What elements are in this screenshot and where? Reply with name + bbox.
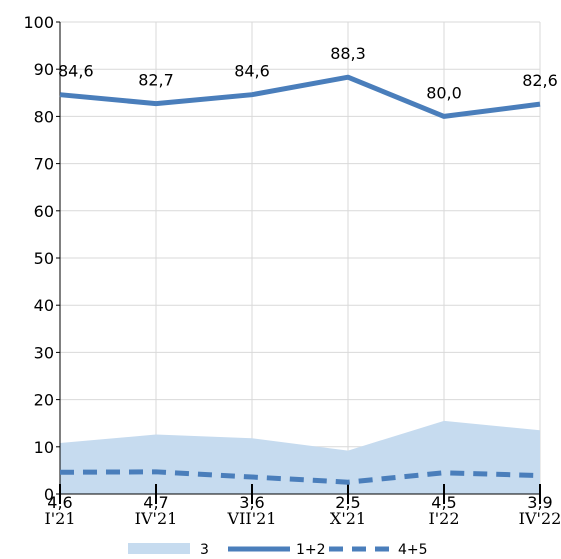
data-label: 2,5 [335,493,360,512]
x-tick-label: X'21 [330,509,366,528]
data-label: 84,6 [234,62,270,81]
y-tick-label: 60 [34,202,54,221]
x-tick-label: IV'21 [135,509,178,528]
area-series [60,420,540,494]
y-tick-label: 100 [23,13,54,32]
y-tick-label: 40 [34,296,54,315]
data-labels: 84,6 82,7 84,6 88,3 80,0 82,6 4,6 4,7 3,6 2,5 4,5 3… [47,44,558,512]
y-tick-label: 20 [34,391,54,410]
x-tick-label: I'21 [44,509,75,528]
data-label: 3,6 [239,493,264,512]
y-tick-label: 80 [34,107,54,126]
data-label: 4,5 [431,493,456,512]
data-label: 82,6 [522,71,558,90]
y-tick-label: 70 [34,155,54,174]
data-label: 82,7 [138,71,174,90]
x-tick-label: IV'22 [519,509,561,528]
y-tick-label: 50 [34,249,54,268]
data-label: 80,0 [426,83,462,102]
area-series-3 [60,420,540,494]
data-label: 84,6 [58,62,94,81]
grid-lines [60,21,541,494]
line-series [59,74,541,485]
y-tick-label: 0 [44,485,54,504]
legend-label: 3 [200,542,209,558]
y-tick-label: 90 [34,60,54,79]
line-series-1+2 [59,74,541,119]
legend-label: 1+2 [296,542,326,558]
axes: 0 10 20 30 40 50 60 70 80 90 100 I'21 IV'21 VII'21 X'2… [23,13,561,528]
line-series-4+5 [59,469,541,485]
legend: 3 1+2 4+5 [128,542,428,558]
data-label: 3,9 [527,493,552,512]
data-label: 4,6 [47,493,72,512]
legend-label: 4+5 [398,542,428,558]
data-label: 88,3 [330,44,366,63]
x-tick-label: VII'21 [227,509,277,528]
data-label: 4,7 [143,493,168,512]
legend-swatch-3 [128,543,190,554]
y-tick-label: 10 [34,438,54,457]
x-tick-label: I'22 [428,509,459,528]
y-tick-label: 30 [34,343,54,362]
